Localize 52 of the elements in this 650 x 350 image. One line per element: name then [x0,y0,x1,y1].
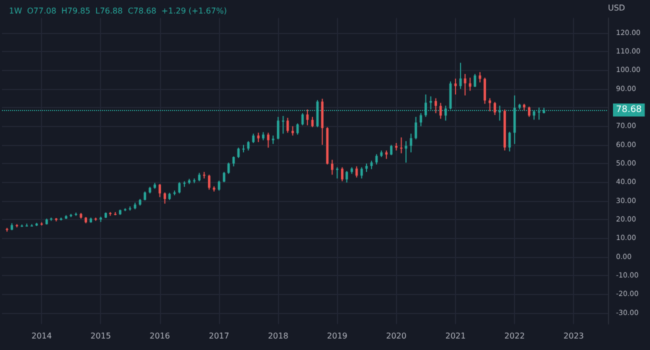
x-tick-label: 2016 [150,332,170,340]
candlestick [464,73,466,96]
candlestick [360,166,363,179]
candlestick [330,159,334,176]
candlestick [420,112,422,127]
candlestick [508,131,511,152]
candlestick [355,166,358,178]
candlestick [276,116,280,140]
candlestick [484,77,486,104]
candlestick [468,77,472,92]
chart-title: 1W O77.08 H79.85 L76.88 C78.68 +1.29 (+1.67%) [9,6,227,16]
candlestick [247,140,250,151]
x-tick-label: 2021 [445,332,466,340]
candlestick [414,116,418,140]
candlestick [346,170,348,184]
candlestick [252,133,255,144]
x-tick-label: 2019 [327,332,348,340]
candlestick [267,132,270,148]
candlestick [400,136,403,154]
x-tick-label: 2022 [504,332,525,340]
candlestick [164,192,166,204]
candlestick [439,102,442,120]
candlestick [301,112,304,126]
candlestick [282,115,284,134]
candlestick [158,184,162,198]
candlestick [218,180,220,192]
candlestick [494,101,496,116]
x-tick-label: 2014 [31,332,52,340]
candlestick [296,122,299,136]
x-tick-label: 2015 [90,332,111,340]
y-axis-title: USD [608,4,626,12]
candlestick [390,144,392,156]
candlestick [488,98,492,112]
candlestick [341,166,344,182]
candlestick [257,132,260,143]
candlestick [434,98,437,114]
candlestick [311,116,314,128]
candlestick [306,108,309,126]
candlestick [528,106,530,118]
candlestick [336,166,338,179]
candlestick [286,117,289,134]
x-tick-label: 2023 [564,332,584,340]
candlestick [292,126,294,136]
candlestick [208,174,210,190]
candlestick [232,156,235,167]
x-tick-label: 2017 [208,332,230,340]
candlestick [222,171,226,183]
candlestick [178,182,181,194]
x-tick-label: 2020 [386,332,406,340]
ref-line-label: 78.68 [616,105,642,116]
x-tick-label: 2018 [268,332,288,340]
candlestick [227,162,230,174]
